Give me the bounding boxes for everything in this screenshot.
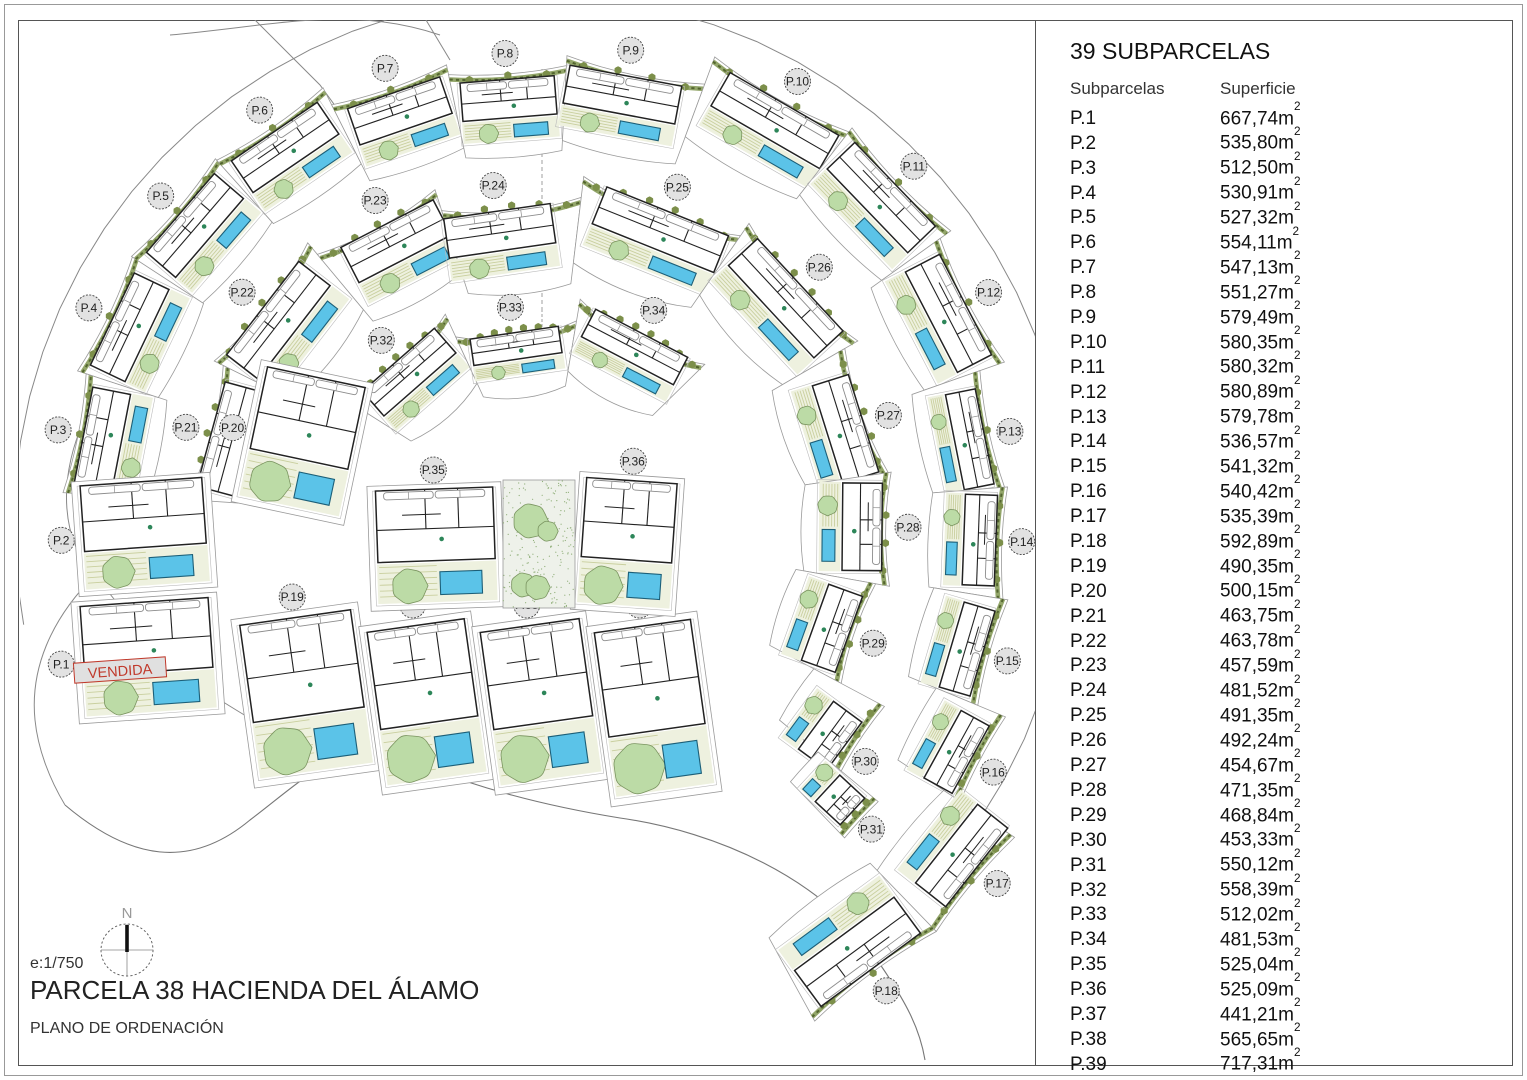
svg-text:P.14: P.14: [1010, 535, 1033, 549]
svg-text:P.8: P.8: [497, 47, 514, 61]
svg-text:P.35: P.35: [422, 463, 445, 477]
svg-text:P.16: P.16: [982, 765, 1005, 779]
svg-text:P.9: P.9: [622, 43, 639, 57]
svg-text:P.26: P.26: [808, 260, 831, 274]
svg-text:P.4: P.4: [81, 301, 98, 315]
svg-text:P.12: P.12: [977, 286, 1000, 300]
svg-text:P.6: P.6: [251, 103, 268, 117]
svg-text:P.7: P.7: [377, 62, 394, 76]
svg-text:P.19: P.19: [281, 590, 304, 604]
svg-text:P.15: P.15: [996, 654, 1019, 668]
svg-text:P.2: P.2: [53, 534, 70, 548]
svg-text:PLANO DE ORDENACIÓN: PLANO DE ORDENACIÓN: [30, 1018, 224, 1037]
svg-text:P.28: P.28: [896, 520, 919, 534]
svg-text:P.32: P.32: [370, 334, 393, 348]
svg-text:P.29: P.29: [862, 636, 885, 650]
svg-text:P.23: P.23: [364, 194, 387, 208]
svg-text:P.17: P.17: [986, 877, 1009, 891]
svg-text:P.27: P.27: [877, 409, 900, 423]
svg-text:P.33: P.33: [499, 301, 522, 315]
svg-text:P.18: P.18: [875, 984, 898, 998]
svg-text:P.11: P.11: [903, 159, 926, 173]
svg-text:P.30: P.30: [854, 755, 877, 769]
svg-text:P.13: P.13: [998, 425, 1021, 439]
svg-text:P.22: P.22: [231, 285, 254, 299]
svg-text:P.1: P.1: [53, 657, 70, 671]
svg-text:P.24: P.24: [482, 179, 505, 193]
svg-text:N: N: [122, 905, 133, 922]
svg-text:P.3: P.3: [50, 423, 67, 437]
svg-text:e:1/750: e:1/750: [30, 955, 83, 972]
svg-text:P.31: P.31: [860, 822, 883, 836]
svg-text:P.21: P.21: [174, 421, 197, 435]
svg-text:P.20: P.20: [221, 421, 244, 435]
svg-text:P.34: P.34: [642, 304, 665, 318]
svg-text:PARCELA 38 HACIENDA DEL ÁLAMO: PARCELA 38 HACIENDA DEL ÁLAMO: [30, 975, 479, 1005]
svg-text:P.10: P.10: [786, 75, 809, 89]
svg-text:P.25: P.25: [666, 180, 689, 194]
svg-text:P.5: P.5: [152, 189, 169, 203]
svg-text:P.36: P.36: [622, 454, 645, 468]
